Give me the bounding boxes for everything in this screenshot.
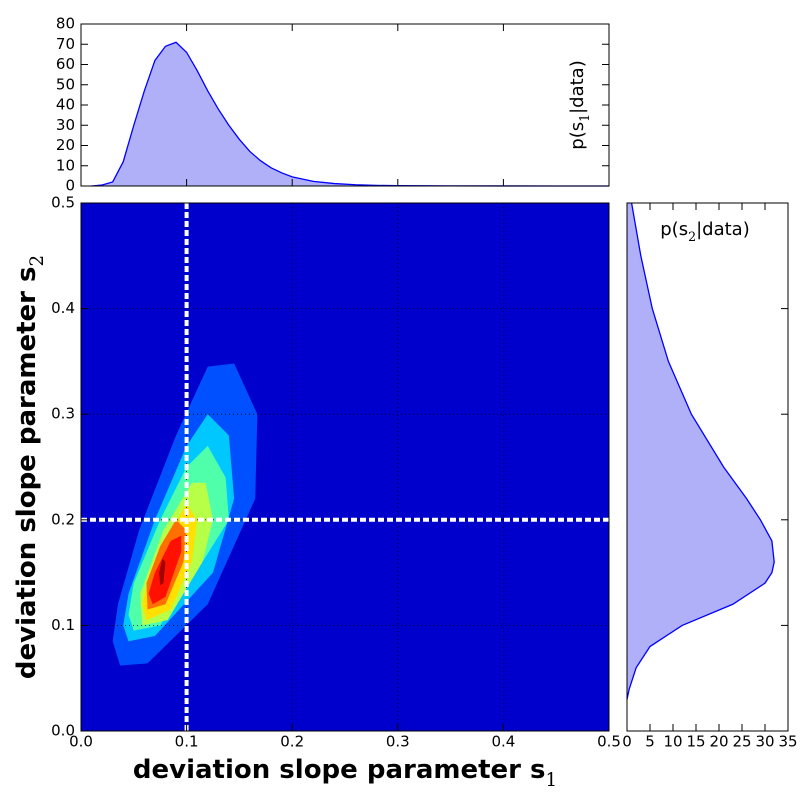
y-axis-label-part: 2 — [27, 255, 48, 267]
x-tick-label: 0.1 — [175, 733, 199, 751]
x-tick-label: 25 — [732, 733, 751, 751]
y-tick-label: 50 — [56, 75, 75, 93]
x-axis-label-part: 1 — [546, 770, 558, 791]
y-tick-label: 0.4 — [51, 299, 75, 317]
y-tick-label: 0.5 — [51, 194, 75, 212]
y-axis-label-part: deviation slope parameter s — [12, 266, 42, 679]
x-tick-label: 35 — [778, 733, 797, 751]
area-fill — [627, 203, 775, 700]
area-line — [91, 41, 610, 187]
x-tick-label: 0 — [622, 733, 632, 751]
x-tick-label: 20 — [709, 733, 728, 751]
y-tick-label: 0 — [65, 177, 75, 195]
x-axis-label-part: deviation slope parameter s — [133, 755, 546, 785]
x-tick-label: 10 — [663, 733, 682, 751]
y-axis-label: deviation slope parameter s2 — [12, 255, 48, 679]
y-tick-label: 30 — [56, 116, 75, 134]
x-tick-label: 15 — [686, 733, 705, 751]
annotation-part: p(s — [660, 219, 688, 240]
x-tick-label: 0.2 — [280, 733, 304, 751]
contour-level — [159, 558, 166, 586]
annotation-part: 2 — [688, 229, 696, 244]
x-axis-label: deviation slope parameter s1 — [133, 755, 557, 791]
annotation-part: 1 — [577, 114, 592, 122]
plot-frame — [626, 202, 789, 732]
y-tick-label: 20 — [56, 136, 75, 154]
annotation: p(s1|data) — [567, 60, 592, 149]
y-tick-label: 0.1 — [51, 616, 75, 634]
annotation-part: p(s — [567, 122, 588, 150]
plot-frame — [80, 202, 610, 732]
area-line — [626, 202, 775, 700]
annotation-part: |data) — [567, 60, 588, 114]
y-tick-label: 80 — [56, 15, 75, 33]
x-tick-label: 0.3 — [386, 733, 410, 751]
annotation-part: |data) — [696, 219, 750, 240]
area-fill — [91, 42, 609, 186]
plot-background — [81, 203, 609, 731]
x-tick-label: 0.0 — [69, 733, 93, 751]
x-tick-label: 5 — [645, 733, 655, 751]
y-tick-label: 60 — [56, 55, 75, 73]
x-tick-label: 0.4 — [491, 733, 515, 751]
x-tick-label: 0.5 — [597, 733, 621, 751]
y-tick-label: 0.0 — [51, 722, 75, 740]
y-tick-label: 0.2 — [51, 510, 75, 528]
y-tick-label: 70 — [56, 35, 75, 53]
x-tick-label: 30 — [755, 733, 774, 751]
y-tick-label: 0.3 — [51, 405, 75, 423]
contour-level — [148, 535, 182, 605]
y-tick-label: 40 — [56, 96, 75, 114]
y-tick-label: 10 — [56, 156, 75, 174]
annotation: p(s2|data) — [660, 219, 749, 244]
